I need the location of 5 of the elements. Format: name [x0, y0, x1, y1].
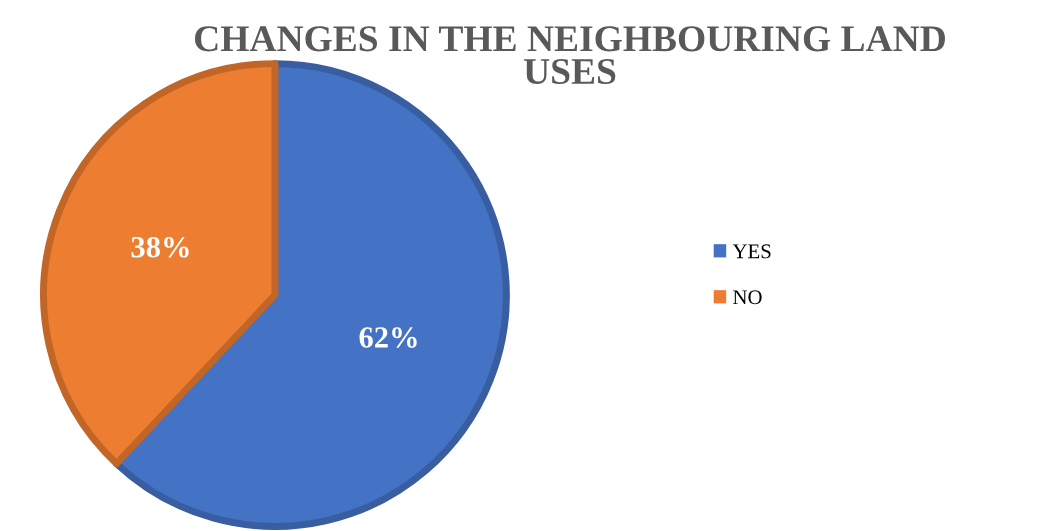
data-label: 62%	[359, 327, 417, 348]
data-label: 38%	[131, 236, 189, 258]
chart-title: CHANGES IN THE NEIGHBOURING LAND USES	[195, 26, 945, 85]
legend-label: NO	[733, 290, 762, 305]
legend-label: YES	[732, 244, 771, 259]
